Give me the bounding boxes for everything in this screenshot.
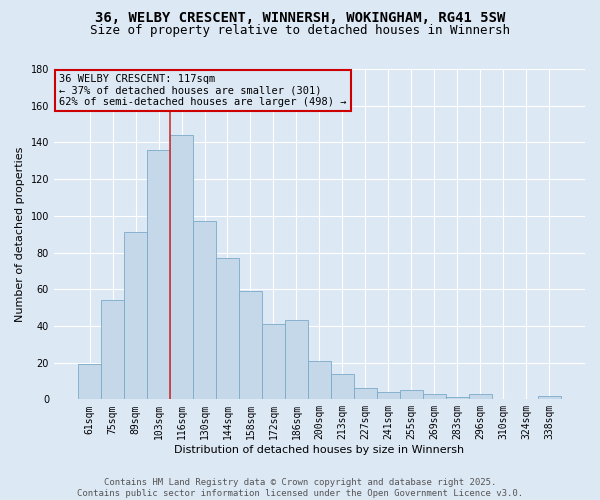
Bar — [124, 232, 147, 400]
Bar — [147, 150, 170, 400]
Bar — [446, 398, 469, 400]
Bar — [331, 374, 354, 400]
Bar — [101, 300, 124, 400]
Bar — [193, 222, 216, 400]
Bar — [285, 320, 308, 400]
Text: 36, WELBY CRESCENT, WINNERSH, WOKINGHAM, RG41 5SW: 36, WELBY CRESCENT, WINNERSH, WOKINGHAM,… — [95, 11, 505, 25]
Text: 36 WELBY CRESCENT: 117sqm
← 37% of detached houses are smaller (301)
62% of semi: 36 WELBY CRESCENT: 117sqm ← 37% of detac… — [59, 74, 347, 107]
Y-axis label: Number of detached properties: Number of detached properties — [15, 146, 25, 322]
Bar — [377, 392, 400, 400]
Bar — [216, 258, 239, 400]
Text: Size of property relative to detached houses in Winnersh: Size of property relative to detached ho… — [90, 24, 510, 37]
Bar — [170, 135, 193, 400]
Bar — [354, 388, 377, 400]
Bar — [262, 324, 285, 400]
Bar — [538, 396, 561, 400]
Text: Contains HM Land Registry data © Crown copyright and database right 2025.
Contai: Contains HM Land Registry data © Crown c… — [77, 478, 523, 498]
Bar — [239, 291, 262, 400]
Bar — [469, 394, 492, 400]
Bar — [423, 394, 446, 400]
Bar — [308, 361, 331, 400]
X-axis label: Distribution of detached houses by size in Winnersh: Distribution of detached houses by size … — [175, 445, 464, 455]
Bar — [400, 390, 423, 400]
Bar — [78, 364, 101, 400]
